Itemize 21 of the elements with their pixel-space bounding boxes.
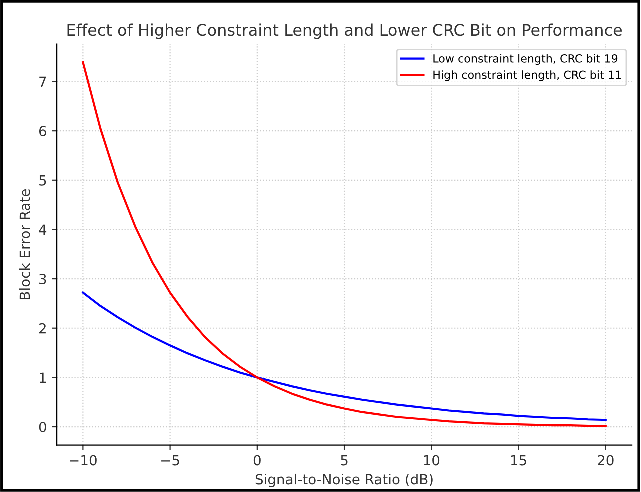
y-tick-label: 4 [39, 224, 47, 236]
y-tick-label: 0 [39, 422, 46, 432]
x-tick-label: −10 [70, 455, 97, 466]
x-axis-title: Signal-to-Noise Ratio (dB) [256, 474, 433, 488]
legend-label: Low constraint length, CRC bit 19 [434, 54, 618, 66]
y-tick-label: 1 [40, 372, 46, 383]
x-tick-label: 10 [424, 455, 440, 466]
x-tick-label: 15 [511, 455, 526, 466]
x-tick-label: 20 [598, 455, 614, 466]
x-tick-label: 0 [254, 455, 261, 466]
chart-title: Effect of Higher Constraint Length and Lower CRC Bit on Performance [68, 24, 622, 40]
line-series [82, 292, 607, 422]
legend-label: High constraint length, CRC bit 11 [434, 70, 622, 82]
y-tick-label: 7 [40, 76, 46, 88]
y-axis-title: Block Error Rate [19, 189, 30, 300]
y-tick-label: 6 [39, 126, 46, 137]
x-tick-label: −5 [162, 455, 180, 466]
y-tick-label: 2 [40, 323, 46, 334]
y-tick-label: 5 [40, 176, 46, 186]
x-tick-label: 5 [341, 455, 348, 466]
y-tick-label: 3 [40, 274, 46, 285]
